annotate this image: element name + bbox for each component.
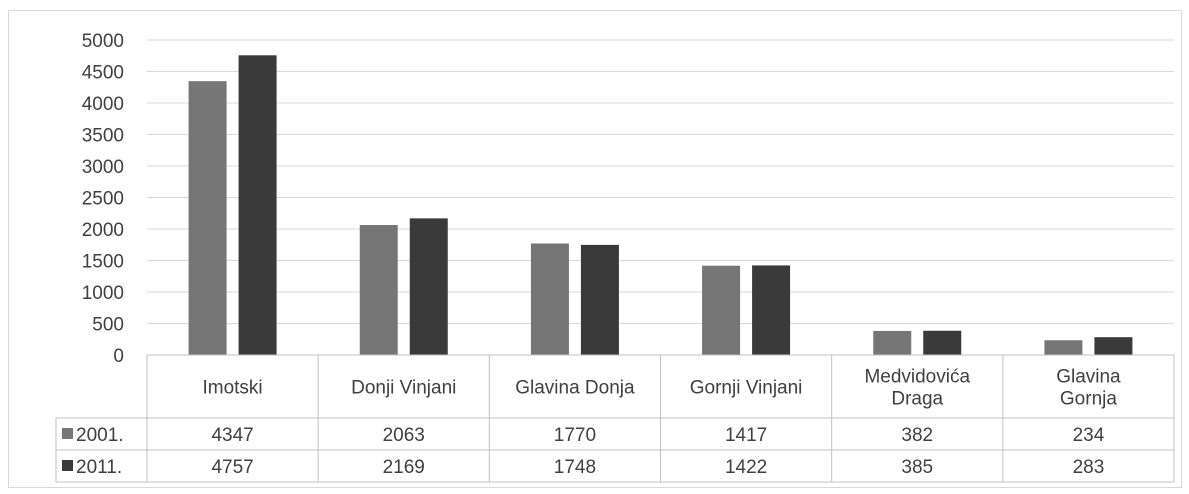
bar-2011-2 <box>580 244 619 355</box>
y-tick-label: 2500 <box>82 189 124 210</box>
bar-2001-5 <box>1044 340 1083 355</box>
table-value: 2169 <box>383 457 425 478</box>
category-label: Gornji Vinjani <box>690 378 803 399</box>
table-value: 382 <box>901 425 933 446</box>
y-tick-label: 2000 <box>82 220 124 241</box>
y-tick-label: 3000 <box>82 157 124 178</box>
table-value: 234 <box>1073 425 1105 446</box>
bar-2001-0 <box>188 81 227 355</box>
category-label: Donji Vinjani <box>351 378 456 399</box>
category-label: Medvidovića <box>864 367 970 388</box>
category-label: Gornja <box>1060 389 1117 410</box>
bar-2001-2 <box>530 243 569 355</box>
table-value: 2063 <box>383 425 425 446</box>
y-tick-label: 1000 <box>82 283 124 304</box>
category-label: Imotski <box>202 378 262 399</box>
y-tick-label: 500 <box>92 315 124 336</box>
table-value: 1748 <box>554 457 596 478</box>
category-label: Glavina <box>1056 367 1121 388</box>
y-tick-label: 0 <box>113 346 124 367</box>
bar-2001-1 <box>359 225 398 355</box>
table-value: 385 <box>901 457 933 478</box>
table-value: 1417 <box>725 425 767 446</box>
category-label: Draga <box>891 389 943 410</box>
table-value: 283 <box>1073 457 1105 478</box>
y-tick-label: 5000 <box>82 31 124 52</box>
legend-key-2011 <box>62 460 73 471</box>
y-tick-label: 4500 <box>82 63 124 84</box>
category-label: Glavina Donja <box>515 378 635 399</box>
table-value: 4347 <box>211 425 253 446</box>
table-value: 1422 <box>725 457 767 478</box>
legend-label: 2001. <box>76 425 124 446</box>
legend-key-2001 <box>62 428 73 439</box>
table-value: 4757 <box>211 457 253 478</box>
bar-2001-4 <box>873 330 912 355</box>
table-value: 1770 <box>554 425 596 446</box>
chart-frame <box>8 10 1182 488</box>
y-tick-label: 1500 <box>82 252 124 273</box>
bar-2011-0 <box>238 55 277 356</box>
bar-2011-4 <box>923 330 962 355</box>
bar-2001-3 <box>702 265 741 355</box>
bar-2011-5 <box>1094 337 1133 355</box>
legend-label: 2011. <box>76 457 122 478</box>
bar-2011-1 <box>409 218 448 355</box>
bar-2011-3 <box>752 265 791 355</box>
y-tick-label: 4000 <box>82 94 124 115</box>
y-tick-label: 3500 <box>82 126 124 147</box>
